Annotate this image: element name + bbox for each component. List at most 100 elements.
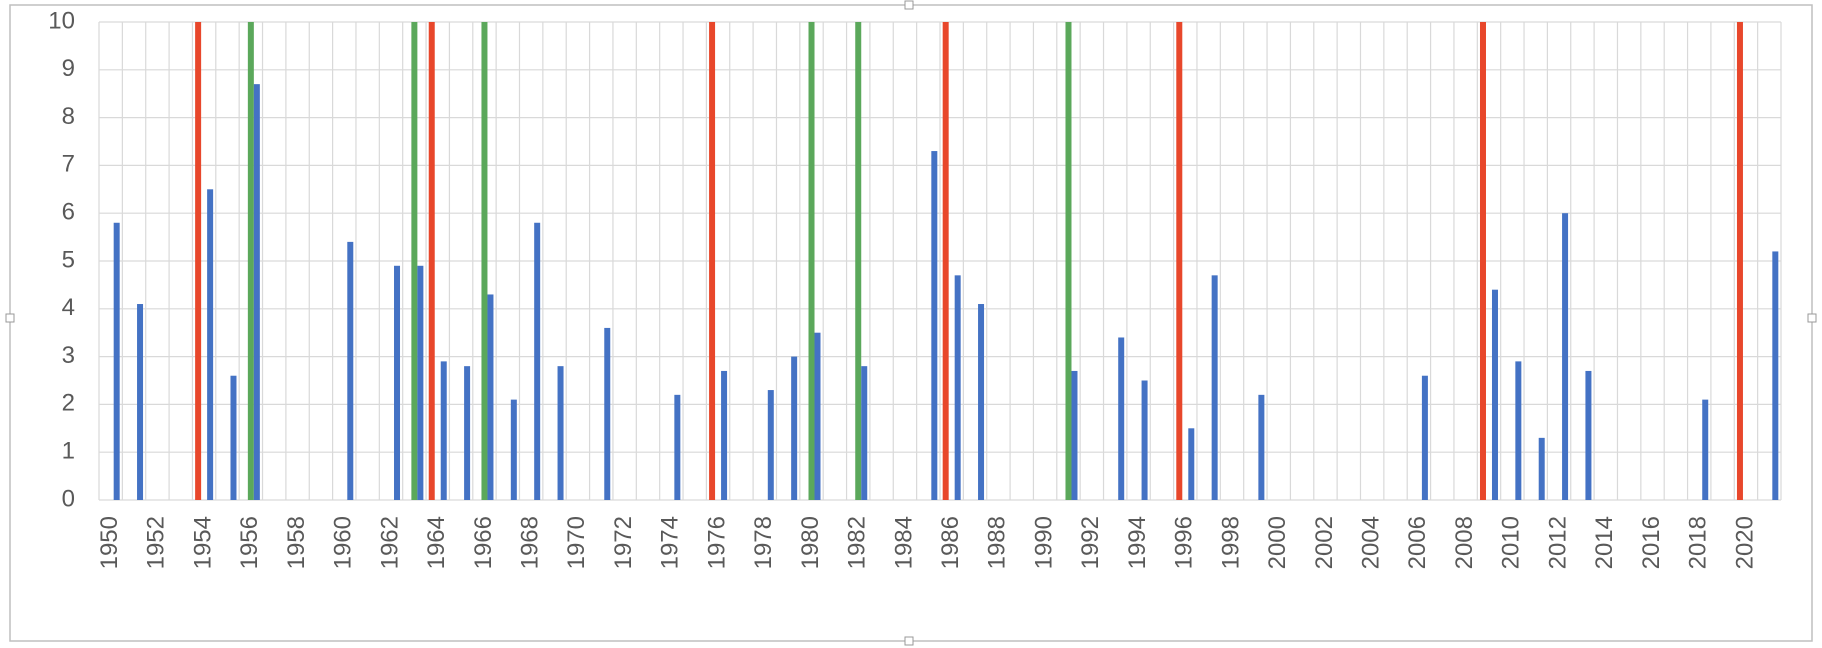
x-tick-label: 1976 (703, 516, 730, 569)
y-tick-label: 1 (62, 438, 75, 465)
bar (709, 22, 716, 500)
bar (1141, 380, 1148, 500)
bar (814, 332, 821, 500)
bar (978, 304, 985, 500)
y-tick-label: 4 (62, 294, 75, 321)
bar (481, 22, 488, 500)
bar (411, 22, 418, 500)
bar (464, 366, 471, 500)
bar (1562, 213, 1569, 500)
bar (1491, 289, 1498, 500)
y-tick-label: 7 (62, 151, 75, 178)
x-tick-label: 1980 (797, 516, 824, 569)
bar (510, 399, 517, 500)
x-tick-label: 1988 (984, 516, 1011, 569)
bar (1772, 251, 1779, 500)
bar (767, 390, 774, 500)
bar (195, 22, 202, 500)
x-tick-label: 1998 (1217, 516, 1244, 569)
resize-handle[interactable] (904, 0, 914, 10)
x-tick-label: 1956 (236, 516, 263, 569)
x-tick-label: 1964 (423, 516, 450, 569)
bar (557, 366, 564, 500)
bar (394, 265, 401, 500)
y-tick-label: 2 (62, 390, 75, 417)
x-tick-label: 2016 (1638, 516, 1665, 569)
bar (855, 22, 862, 500)
bar (1538, 437, 1545, 500)
bar (1515, 361, 1522, 500)
x-tick-label: 1978 (750, 516, 777, 569)
y-tick-label: 10 (48, 7, 75, 34)
bar (942, 22, 949, 500)
x-tick-label: 1968 (517, 516, 544, 569)
x-tick-label: 2012 (1544, 516, 1571, 569)
resize-handle[interactable] (1807, 313, 1817, 323)
x-tick-label: 1986 (937, 516, 964, 569)
x-tick-label: 1992 (1077, 516, 1104, 569)
x-tick-label: 2008 (1451, 516, 1478, 569)
x-tick-label: 2000 (1264, 516, 1291, 569)
bar (674, 394, 681, 500)
bar (721, 370, 728, 500)
y-tick-label: 5 (62, 246, 75, 273)
x-tick-label: 1954 (189, 516, 216, 569)
bar (791, 356, 798, 500)
bar (440, 361, 447, 500)
x-tick-label: 1962 (376, 516, 403, 569)
x-tick-label: 1974 (657, 516, 684, 569)
x-tick-label: 1966 (470, 516, 497, 569)
y-tick-label: 3 (62, 342, 75, 369)
x-tick-label: 2004 (1358, 516, 1385, 569)
bar (1211, 275, 1218, 500)
bar (230, 375, 237, 500)
x-tick-label: 1972 (610, 516, 637, 569)
x-tick-label: 2010 (1498, 516, 1525, 569)
resize-handle[interactable] (904, 636, 914, 646)
bar (1736, 22, 1743, 500)
bar (1065, 22, 1072, 500)
bar (1585, 370, 1592, 500)
bar (534, 222, 541, 500)
y-tick-label: 9 (62, 55, 75, 82)
x-tick-label: 2018 (1685, 516, 1712, 569)
bar (954, 275, 961, 500)
bar (861, 366, 868, 500)
bar (1479, 22, 1486, 500)
bar (808, 22, 815, 500)
x-tick-label: 1970 (563, 516, 590, 569)
x-tick-label: 1984 (890, 516, 917, 569)
x-tick-label: 1960 (330, 516, 357, 569)
bar (1702, 399, 1709, 500)
bar (1118, 337, 1125, 500)
bar (113, 222, 120, 500)
bar (487, 294, 494, 500)
x-tick-label: 1990 (1030, 516, 1057, 569)
bar (1188, 428, 1195, 500)
bar (1421, 375, 1428, 500)
bar (207, 189, 214, 501)
bar (137, 304, 144, 500)
y-tick-label: 0 (62, 485, 75, 512)
x-tick-label: 1994 (1124, 516, 1151, 569)
y-tick-label: 8 (62, 103, 75, 130)
bar (1258, 394, 1265, 500)
x-tick-label: 2020 (1731, 516, 1758, 569)
bar (428, 22, 435, 500)
x-tick-label: 1996 (1171, 516, 1198, 569)
x-tick-label: 1982 (844, 516, 871, 569)
bar (253, 84, 260, 500)
bar (347, 241, 354, 500)
bar (1176, 22, 1183, 500)
resize-handle[interactable] (5, 313, 15, 323)
x-tick-label: 1950 (96, 516, 123, 569)
y-tick-label: 6 (62, 199, 75, 226)
bar (604, 327, 611, 500)
x-tick-label: 1958 (283, 516, 310, 569)
x-tick-label: 2002 (1311, 516, 1338, 569)
x-tick-label: 2006 (1404, 516, 1431, 569)
x-tick-label: 1952 (143, 516, 170, 569)
bar (1071, 370, 1078, 500)
bar (417, 265, 424, 500)
